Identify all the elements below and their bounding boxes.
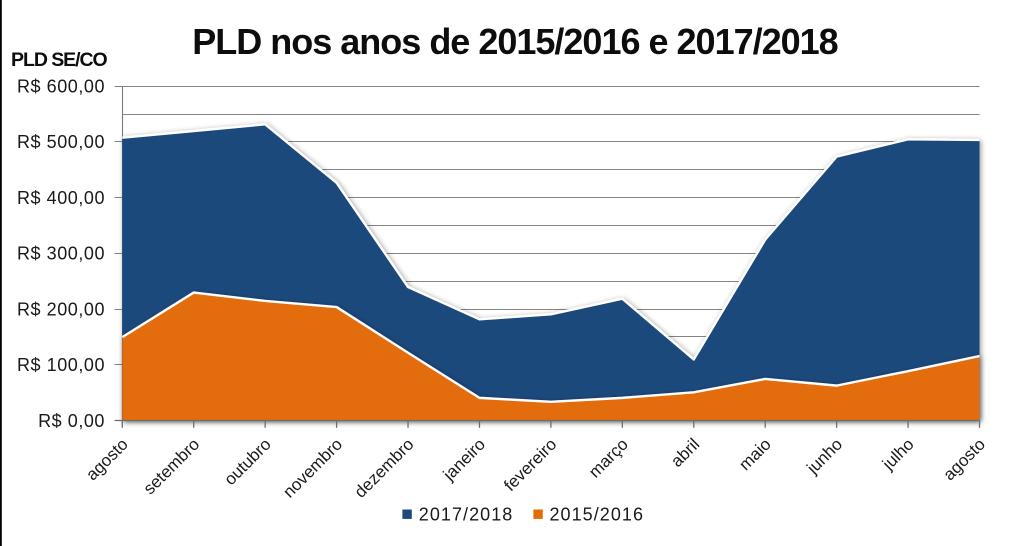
svg-text:2017/2018: 2017/2018	[419, 505, 514, 525]
svg-text:PLD SE/CO: PLD SE/CO	[11, 49, 108, 71]
svg-text:R$ 100,00: R$ 100,00	[17, 355, 105, 375]
svg-text:R$ 500,00: R$ 500,00	[17, 132, 105, 152]
svg-text:R$ 600,00: R$ 600,00	[17, 77, 105, 97]
svg-text:R$ 200,00: R$ 200,00	[17, 299, 105, 319]
svg-text:PLD nos anos de 2015/2016 e 20: PLD nos anos de 2015/2016 e 2017/2018	[192, 21, 837, 62]
svg-text:R$ 300,00: R$ 300,00	[17, 244, 105, 264]
svg-text:R$ 400,00: R$ 400,00	[17, 188, 105, 208]
svg-text:R$ 0,00: R$ 0,00	[38, 411, 105, 431]
svg-text:2015/2016: 2015/2016	[550, 505, 645, 525]
